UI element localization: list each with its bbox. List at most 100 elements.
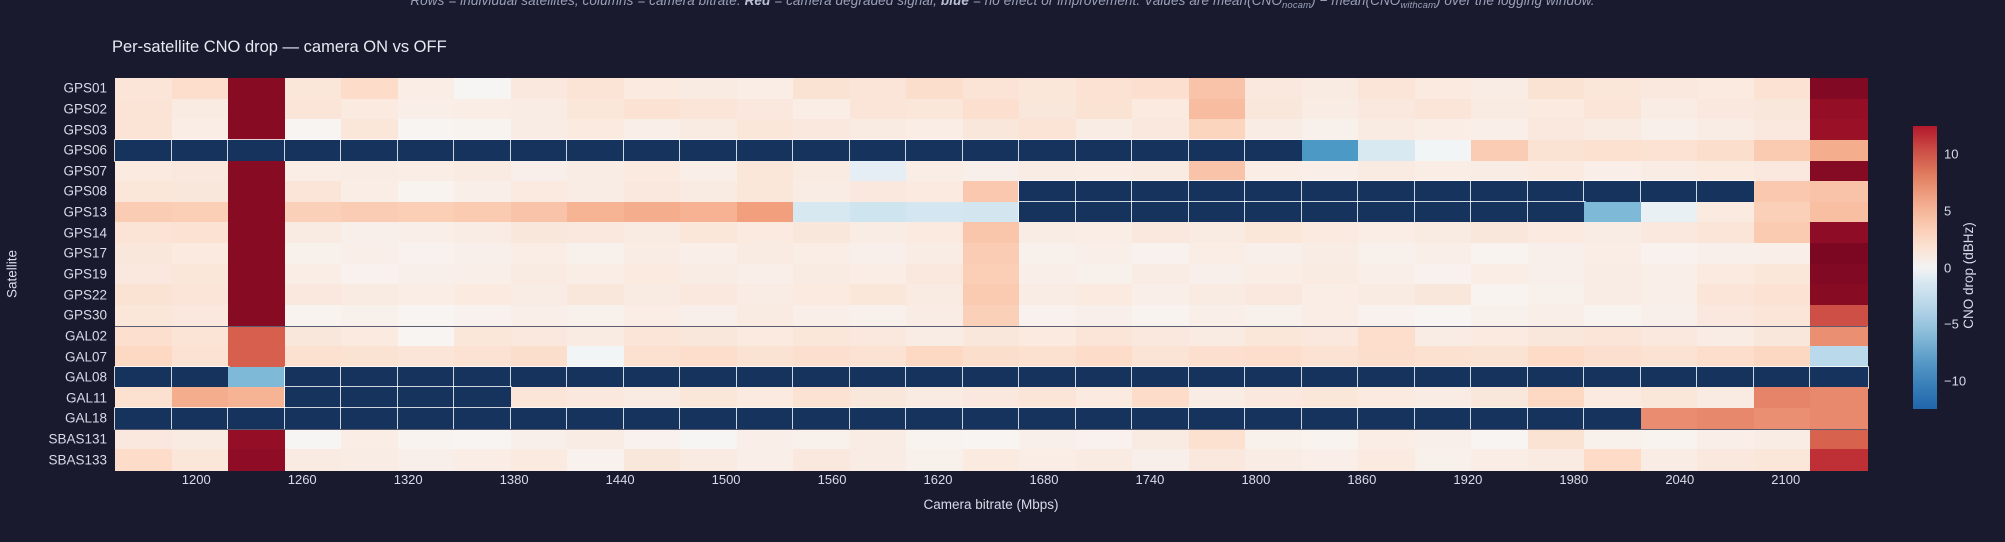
heatmap-cell bbox=[1075, 346, 1133, 368]
heatmap-cell bbox=[115, 346, 173, 368]
heatmap-cell bbox=[1358, 263, 1416, 285]
heatmap-cell bbox=[397, 346, 455, 368]
heatmap-cell bbox=[793, 78, 851, 100]
heatmap-cell bbox=[962, 222, 1020, 244]
heatmap-cell bbox=[1471, 325, 1529, 347]
heatmap-cell bbox=[1188, 78, 1246, 100]
heatmap-cell bbox=[171, 408, 229, 430]
heatmap-cell bbox=[510, 346, 568, 368]
heatmap-cell bbox=[1188, 449, 1246, 471]
heatmap-cell bbox=[284, 346, 342, 368]
heatmap-cell bbox=[1584, 222, 1642, 244]
heatmap-cell bbox=[397, 325, 455, 347]
heatmap-cell bbox=[341, 160, 399, 182]
heatmap-cell bbox=[962, 304, 1020, 327]
heatmap-cell bbox=[962, 449, 1020, 471]
heatmap-cell bbox=[115, 181, 173, 203]
heatmap-cell bbox=[510, 243, 568, 265]
heatmap-cell bbox=[567, 304, 625, 327]
heatmap-cell bbox=[849, 408, 907, 430]
heatmap-cell bbox=[510, 408, 568, 430]
heatmap-cell bbox=[284, 325, 342, 347]
heatmap-cell bbox=[171, 366, 229, 389]
heatmap-cell bbox=[1301, 181, 1359, 203]
heatmap-cell bbox=[510, 325, 568, 347]
heatmap-cell bbox=[849, 346, 907, 368]
heatmap-cell bbox=[1301, 222, 1359, 244]
heatmap-cell bbox=[1810, 119, 1868, 141]
chart-title: Per-satellite CNO drop — camera ON vs OF… bbox=[112, 38, 447, 56]
heatmap-cell bbox=[1358, 366, 1416, 389]
heatmap-cell bbox=[1697, 428, 1755, 450]
heatmap-cell bbox=[1414, 98, 1472, 120]
heatmap-cell bbox=[1188, 243, 1246, 265]
heatmap-cell bbox=[397, 284, 455, 306]
heatmap-cell bbox=[623, 408, 681, 430]
heatmap-cell bbox=[1753, 366, 1812, 389]
y-tick-GAL02: GAL02 bbox=[64, 328, 107, 344]
heatmap-cell bbox=[962, 119, 1020, 141]
x-tick-1800: 1800 bbox=[1241, 472, 1271, 487]
heatmap-cell bbox=[849, 119, 907, 141]
heatmap-cell bbox=[1188, 304, 1246, 327]
heatmap-cell bbox=[454, 222, 512, 244]
heatmap-cell bbox=[623, 325, 681, 347]
heatmap-cell bbox=[1584, 284, 1642, 306]
heatmap-cell bbox=[567, 222, 625, 244]
heatmap-cell bbox=[510, 304, 568, 327]
heatmap-cell bbox=[171, 428, 229, 450]
heatmap-cell bbox=[1301, 408, 1359, 430]
heatmap-cell bbox=[623, 181, 681, 203]
heatmap-cell bbox=[1301, 243, 1359, 265]
heatmap-cell bbox=[1471, 449, 1529, 471]
heatmap-cell bbox=[1753, 304, 1812, 327]
heatmap-plot[interactable] bbox=[115, 78, 1868, 471]
y-tick-GPS06: GPS06 bbox=[63, 142, 107, 158]
heatmap-cell bbox=[567, 449, 625, 471]
heatmap-cell bbox=[1301, 428, 1359, 450]
heatmap-cell bbox=[397, 449, 455, 471]
heatmap-cell bbox=[1810, 139, 1868, 162]
heatmap-cell bbox=[171, 222, 229, 244]
heatmap-cell bbox=[1471, 181, 1529, 203]
x-tick-1680: 1680 bbox=[1029, 472, 1059, 487]
heatmap-cell bbox=[1697, 160, 1755, 182]
colorbar-tick--5: −5 bbox=[1944, 316, 1959, 332]
heatmap-cell bbox=[793, 243, 851, 265]
heatmap-cell bbox=[454, 119, 512, 141]
heatmap-cell bbox=[171, 284, 229, 306]
heatmap-cell bbox=[623, 284, 681, 306]
heatmap-cell bbox=[284, 304, 342, 327]
heatmap-cell bbox=[510, 284, 568, 306]
heatmap-cell bbox=[397, 243, 455, 265]
heatmap-cell bbox=[623, 387, 681, 409]
heatmap-cell bbox=[567, 408, 625, 430]
heatmap-cell bbox=[228, 428, 286, 450]
heatmap-cell bbox=[1132, 304, 1190, 327]
heatmap-cell bbox=[1414, 160, 1472, 182]
heatmap-cell bbox=[1358, 139, 1416, 162]
heatmap-cell bbox=[1640, 201, 1699, 223]
heatmap-cell bbox=[567, 387, 625, 409]
heatmap-cell bbox=[284, 243, 342, 265]
heatmap-cell bbox=[1019, 325, 1077, 347]
heatmap-cell bbox=[1358, 222, 1416, 244]
heatmap-cell bbox=[1753, 284, 1812, 306]
heatmap-cell bbox=[680, 243, 738, 265]
heatmap-cell bbox=[962, 346, 1020, 368]
heatmap-cell bbox=[1697, 201, 1755, 223]
heatmap-cell bbox=[1584, 304, 1642, 327]
heatmap-cell bbox=[228, 408, 286, 430]
heatmap-cell bbox=[1471, 160, 1529, 182]
heatmap-cell bbox=[115, 139, 173, 162]
heatmap-cell bbox=[171, 449, 229, 471]
heatmap-cell bbox=[623, 201, 681, 223]
heatmap-cell bbox=[1188, 98, 1246, 120]
heatmap-cell bbox=[115, 428, 173, 450]
heatmap-cell bbox=[228, 78, 286, 100]
heatmap-cell bbox=[849, 387, 907, 409]
heatmap-cell bbox=[1810, 243, 1868, 265]
heatmap-cell bbox=[680, 139, 738, 162]
heatmap-cell bbox=[1414, 243, 1472, 265]
heatmap-cell bbox=[1019, 387, 1077, 409]
